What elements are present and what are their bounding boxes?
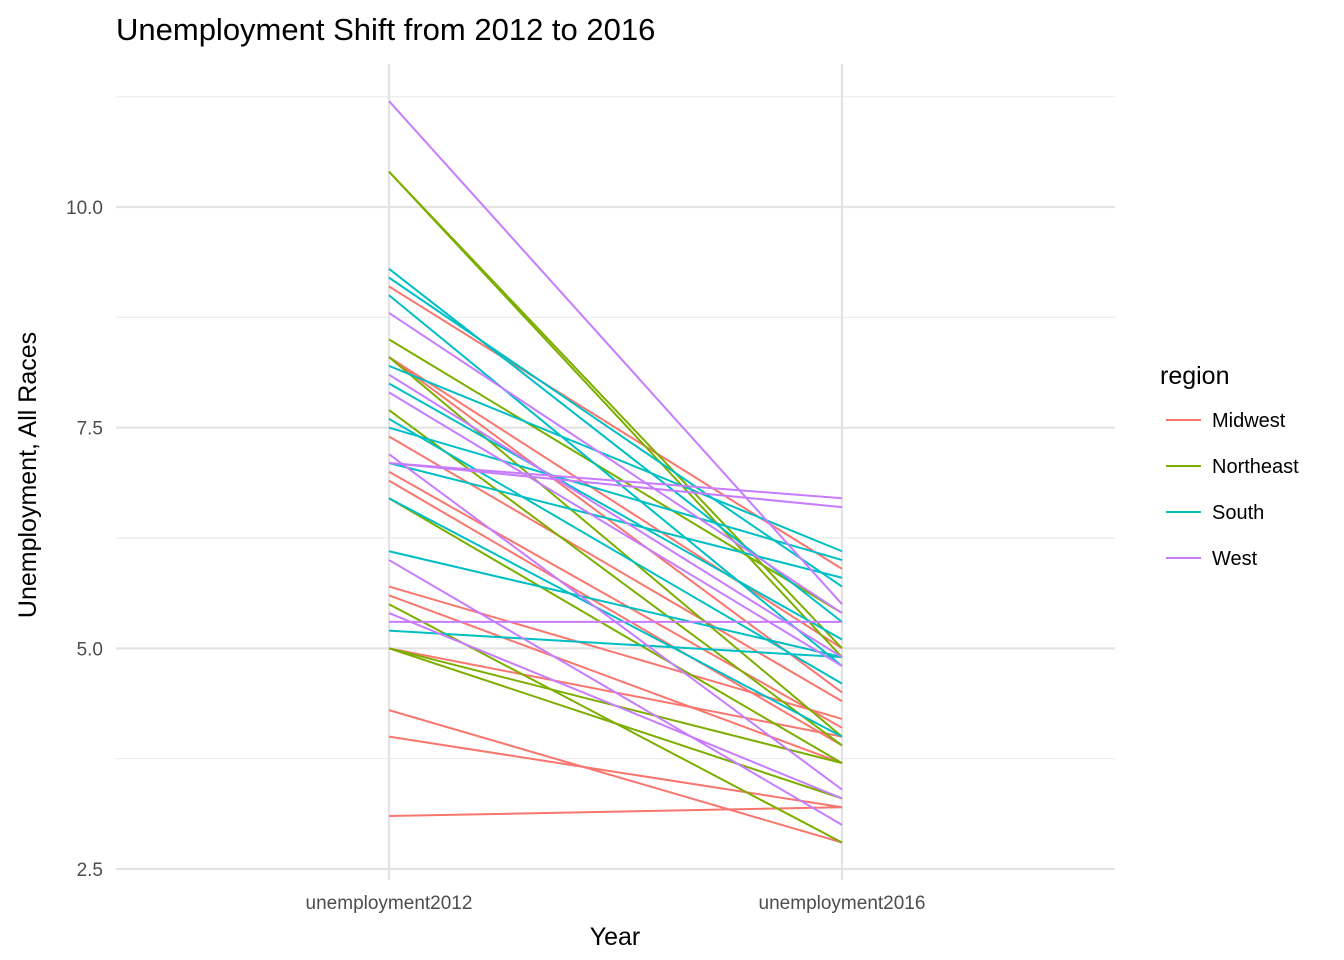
series-line-midwest-4 [388,470,843,729]
series-line-west-32 [388,100,843,605]
series-line-northeast-15 [388,356,843,738]
series-line-northeast-14 [388,338,843,614]
series-line-midwest-5 [388,479,843,747]
y-tick-label: 5.0 [77,639,103,660]
legend: region Midwest Northeast South West [1160,362,1299,570]
series-line-west-37 [388,461,843,500]
series-line-northeast-13 [388,171,843,658]
legend-label-northeast: Northeast [1212,456,1299,478]
series-line-midwest-7 [388,594,843,765]
series-line-west-40 [388,612,843,800]
y-tick-label: 7.5 [77,419,103,440]
chart-title: Unemployment Shift from 2012 to 2016 [116,12,655,47]
series-line-west-39 [388,559,843,826]
legend-label-south: South [1212,502,1264,524]
x-axis-title: Year [590,923,641,951]
axes: 2.5 5.0 7.5 10.0 unemployment2012 unemploymen… [66,198,925,914]
series-line-south-22 [388,276,843,588]
legend-title: region [1160,362,1230,390]
series-line-northeast-12 [388,171,843,650]
series-line-south-29 [388,497,843,738]
y-tick-label: 10.0 [66,198,103,219]
y-tick-label: 2.5 [77,860,103,881]
series-line-south-27 [388,426,843,562]
x-tick-label: unemployment2016 [759,893,926,914]
series-line-midwest-3 [388,435,843,703]
y-axis-title: Unemployment, All Races [14,332,42,618]
series-line-south-30 [388,550,843,659]
x-tick-label: unemployment2012 [306,893,473,914]
legend-label-west: West [1212,548,1258,570]
series-line-northeast-16 [388,409,843,747]
series-line-northeast-20 [388,647,843,800]
legend-label-midwest: Midwest [1212,410,1286,432]
series-line-northeast-17 [388,497,843,764]
series-line-west-38 [388,461,843,509]
series-line-west-34 [388,373,843,659]
series-line-south-31 [388,629,843,659]
series-line-midwest-1 [388,356,843,650]
series-line-midwest-10 [388,735,843,809]
series-line-midwest-2 [388,356,843,694]
series-line-midwest-9 [388,709,843,844]
series-line-midwest-11 [388,806,843,818]
series-line-south-28 [388,462,843,579]
series-line-south-25 [388,382,843,641]
data-lines [388,100,843,844]
series-line-west-33 [388,312,843,614]
series-line-west-35 [388,391,843,667]
